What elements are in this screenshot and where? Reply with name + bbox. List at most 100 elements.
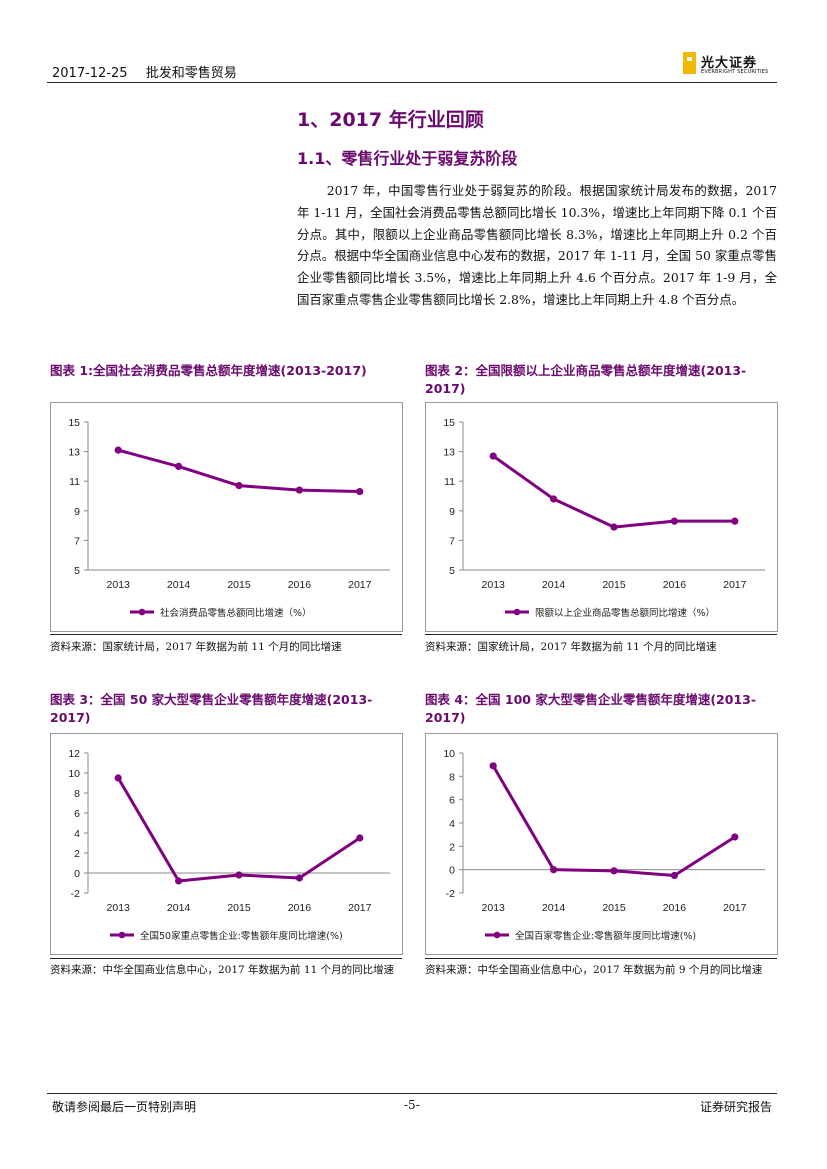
y-tick-label: 0: [74, 868, 80, 880]
chart-3-source: 资料来源：中华全国商业信息中心，2017 年数据为前 11 个月的同比增速: [50, 964, 395, 976]
y-tick-label: 5: [74, 565, 80, 577]
y-tick-label: 9: [449, 506, 455, 518]
chart-1-title: 图表 1:全国社会消费品零售总额年度增速(2013-2017): [50, 363, 367, 378]
chart-1-source: 资料来源：国家统计局，2017 年数据为前 11 个月的同比增速: [50, 641, 342, 653]
y-tick-label: 8: [449, 771, 455, 783]
data-point: [175, 877, 183, 885]
logo-mark-icon: [683, 52, 696, 74]
chart-2: 5 7 9 11 13 15 2013 2014 2015 2016 2017 限额以上企业商品零售总…: [425, 402, 778, 652]
legend-marker: [513, 608, 521, 616]
legend-label: 全国50家重点零售企业:零售额年度同比增速(%): [140, 930, 343, 942]
data-point: [670, 517, 678, 525]
industry-name: 批发和零售贸易: [145, 66, 237, 81]
x-tick-label: 2014: [167, 579, 191, 591]
chart-2-source-divider: [425, 634, 777, 635]
chart-4-source-divider: [425, 958, 777, 959]
x-tick-label: 2016: [663, 902, 687, 914]
logo-name-en: EVERBRIGHT SECURITIES: [701, 69, 769, 75]
y-tick-label: 0: [449, 865, 455, 877]
y-tick-label: 5: [449, 565, 455, 577]
x-tick-label: 2015: [602, 902, 626, 914]
y-tick-label: 13: [68, 447, 80, 459]
y-tick-label: 15: [68, 417, 80, 429]
data-point: [489, 452, 497, 460]
series-line: [116, 777, 361, 883]
y-tick-label: 12: [68, 748, 80, 760]
chart-frame: [425, 733, 778, 955]
data-point: [235, 482, 243, 490]
data-point: [731, 833, 739, 841]
x-tick-label: 2016: [663, 579, 687, 591]
data-point: [295, 486, 303, 494]
y-tick-label: 4: [449, 818, 455, 830]
data-point: [610, 867, 618, 875]
y-tick-label: 13: [443, 447, 455, 459]
body-paragraph: 2017 年，中国零售行业处于弱复苏的阶段。根据国家统计局发布的数据，2017 …: [297, 183, 777, 307]
y-tick-label: 4: [74, 828, 80, 840]
data-point: [670, 871, 678, 880]
x-tick-label: 2016: [288, 579, 312, 591]
y-tick-label: 6: [449, 795, 455, 807]
chart-frame: [425, 402, 778, 632]
company-logo: 光大证券 EVERBRIGHT SECURITIES: [683, 52, 778, 78]
data-point: [356, 487, 364, 496]
data-point: [114, 446, 122, 454]
y-tick-label: 6: [74, 808, 80, 820]
x-tick-label: 2013: [107, 579, 131, 591]
data-point: [114, 774, 122, 782]
y-tick-label: 10: [443, 748, 455, 760]
x-tick-label: 2017: [723, 902, 747, 914]
x-tick-label: 2013: [107, 902, 131, 914]
footer-disclaimer: 敬请参阅最后一页特别声明: [52, 1100, 197, 1114]
chart-3-source-divider: [50, 958, 402, 959]
chart-4: -2 0 2 4 6 8 10 2013 2014 2015 2016 2017 全国百家零售企业:零售…: [425, 733, 778, 983]
data-point: [550, 866, 558, 874]
x-tick-label: 2015: [227, 902, 251, 914]
data-point: [295, 874, 303, 882]
y-tick-label: 15: [443, 417, 455, 429]
chart-2-title: 图表 2：全国限额以上企业商品零售总额年度增速(2013-2017): [425, 363, 747, 396]
y-tick-label: 7: [449, 535, 455, 547]
data-point: [356, 834, 364, 842]
y-tick-label: 11: [444, 476, 455, 488]
footer-divider: [47, 1093, 777, 1094]
chart-frame: [50, 402, 403, 632]
x-tick-label: 2017: [348, 902, 372, 914]
legend-label: 限额以上企业商品零售总额同比增速（%）: [535, 607, 715, 619]
legend-marker: [493, 931, 501, 939]
footer-report-type: 证券研究报告: [700, 1100, 773, 1114]
header-divider: [47, 82, 777, 83]
data-point: [489, 762, 497, 770]
data-point: [610, 523, 618, 531]
x-tick-label: 2014: [167, 902, 191, 914]
y-tick-label: 11: [69, 476, 80, 488]
legend-marker: [138, 608, 146, 616]
data-point: [175, 462, 183, 470]
y-tick-label: -2: [446, 888, 455, 900]
report-header: 2017-12-25 批发和零售贸易: [52, 62, 251, 81]
y-tick-label: 8: [74, 788, 80, 800]
x-tick-label: 2013: [482, 579, 506, 591]
y-tick-label: 9: [74, 506, 80, 518]
chart-1: 5 7 9 11 13 15 2013 2014 2015 2016 2017 社会消费品零售总额同比…: [50, 402, 403, 652]
x-tick-label: 2015: [602, 579, 626, 591]
chart-4-title: 图表 4：全国 100 家大型零售企业零售额年度增速(2013-2017): [425, 692, 757, 725]
data-point: [731, 517, 739, 525]
data-point: [550, 495, 558, 503]
x-tick-label: 2014: [542, 579, 566, 591]
chart-frame: [50, 733, 403, 955]
chart-2-source: 资料来源：国家统计局，2017 年数据为前 11 个月的同比增速: [425, 641, 717, 653]
legend-label: 全国百家零售企业:零售额年度同比增速(%): [515, 930, 696, 942]
subsection-heading: 1.1、零售行业处于弱复苏阶段: [297, 149, 518, 168]
logo-name-cn: 光大证券: [701, 56, 758, 71]
y-tick-label: -2: [71, 888, 80, 900]
chart-4-source: 资料来源：中华全国商业信息中心，2017 年数据为前 9 个月的同比增速: [425, 964, 763, 976]
page-number: -5-: [404, 1098, 420, 1112]
y-tick-label: 10: [68, 768, 80, 780]
y-tick-label: 2: [449, 841, 455, 853]
chart-1-source-divider: [50, 634, 402, 635]
series-line: [491, 765, 736, 877]
legend-marker: [118, 931, 126, 939]
x-tick-label: 2016: [288, 902, 312, 914]
x-tick-label: 2013: [482, 902, 506, 914]
